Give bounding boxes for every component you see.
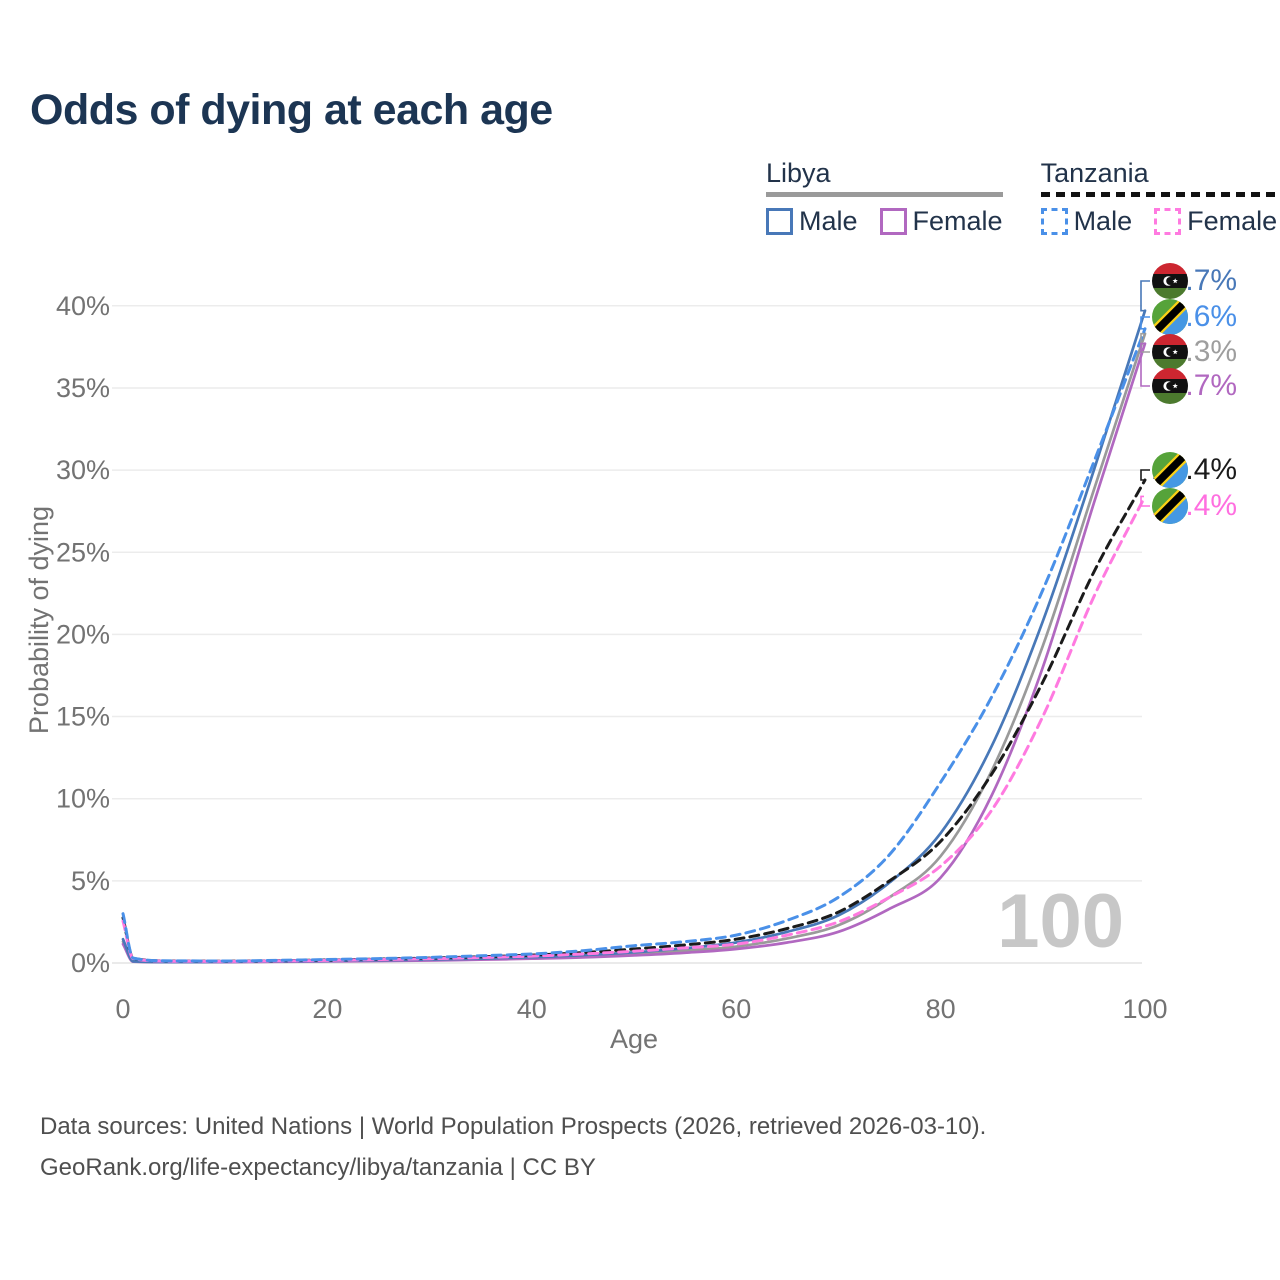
- end-label-connector: [1140, 495, 1150, 507]
- footer: Data sources: United Nations | World Pop…: [40, 1106, 986, 1188]
- end-label-libya_male: 39.7%: [1152, 263, 1237, 299]
- tanzania-flag-icon: [1152, 299, 1188, 335]
- y-tick-label: 40%: [56, 291, 110, 321]
- end-label-connector: [1140, 280, 1150, 312]
- x-tick-label: 100: [1122, 994, 1167, 1024]
- legend-group-tanzania: Tanzania Male Female: [1040, 158, 1278, 237]
- legend-item-tanzania-female[interactable]: Female: [1154, 206, 1277, 237]
- legend-item-tanzania-male[interactable]: Male: [1040, 206, 1133, 237]
- legend-item-libya-female[interactable]: Female: [879, 206, 1003, 237]
- legend-country-tanzania: Tanzania: [1040, 158, 1149, 188]
- x-tick-label: 60: [721, 994, 751, 1024]
- tanzania-dashed-line-swatch: [1040, 192, 1278, 197]
- page-title: Odds of dying at each age: [30, 86, 553, 134]
- libya-female-swatch-icon: [879, 208, 907, 235]
- footer-sources: Data sources: United Nations | World Pop…: [40, 1113, 987, 1140]
- series-line-libya_male: [121, 309, 1147, 964]
- y-tick-label: 15%: [56, 702, 110, 732]
- legend-group-libya: Libya Male Female: [766, 158, 1003, 237]
- y-tick-label: 0%: [71, 948, 110, 978]
- y-tick-label: 20%: [56, 619, 110, 649]
- end-label-tanzania_female: 28.4%: [1152, 488, 1237, 524]
- x-tick-label: 0: [115, 994, 130, 1024]
- legend-country-libya: Libya: [766, 158, 831, 188]
- y-tick-label: 10%: [56, 784, 110, 814]
- x-tick-label: 80: [926, 994, 956, 1024]
- x-tick-label: 20: [312, 994, 342, 1024]
- footer-attribution: GeoRank.org/life-expectancy/libya/tanzan…: [40, 1154, 596, 1181]
- y-tick-label: 25%: [56, 537, 110, 567]
- libya-solid-line-swatch: [766, 192, 1003, 197]
- y-tick-label: 30%: [56, 455, 110, 485]
- legend-label-tanzania-female: Female: [1187, 206, 1278, 236]
- end-label-connector: [1140, 342, 1150, 387]
- end-label-tanzania_male: 38.6%: [1152, 299, 1237, 335]
- end-label-connector: [1140, 316, 1150, 330]
- y-tick-label: 35%: [56, 373, 110, 403]
- tanzania-male-swatch-icon: [1040, 208, 1068, 235]
- legend: Libya Male Female Tanzania Male: [766, 158, 1278, 237]
- series-line-libya_total: [121, 332, 1147, 964]
- libya-flag-icon: [1152, 368, 1188, 404]
- y-axis-title: Probability of dying: [24, 506, 54, 734]
- end-label-libya_total: 38.3%: [1152, 334, 1237, 370]
- libya-flag-icon: [1152, 334, 1188, 370]
- tanzania-female-swatch-icon: [1154, 208, 1182, 235]
- tanzania-flag-icon: [1152, 488, 1188, 524]
- legend-item-libya-male[interactable]: Male: [766, 206, 858, 237]
- x-axis-title: Age: [610, 1024, 658, 1054]
- libya-flag-icon: [1152, 263, 1188, 299]
- legend-label-libya-female: Female: [912, 206, 1003, 236]
- end-label-libya_female: 37.7%: [1152, 368, 1237, 404]
- tanzania-flag-icon: [1152, 452, 1188, 488]
- y-tick-label: 5%: [71, 866, 110, 896]
- libya-male-swatch-icon: [766, 208, 793, 235]
- age-watermark: 100: [997, 879, 1124, 964]
- end-label-connector: [1140, 469, 1150, 481]
- legend-label-tanzania-male: Male: [1073, 206, 1133, 236]
- end-label-tanzania_total: 29.4%: [1152, 452, 1237, 488]
- series-line-tanzania_female: [121, 494, 1147, 963]
- x-tick-label: 40: [517, 994, 547, 1024]
- legend-label-libya-male: Male: [799, 206, 858, 236]
- series-line-libya_female: [121, 342, 1147, 964]
- series-line-tanzania_male: [121, 327, 1147, 963]
